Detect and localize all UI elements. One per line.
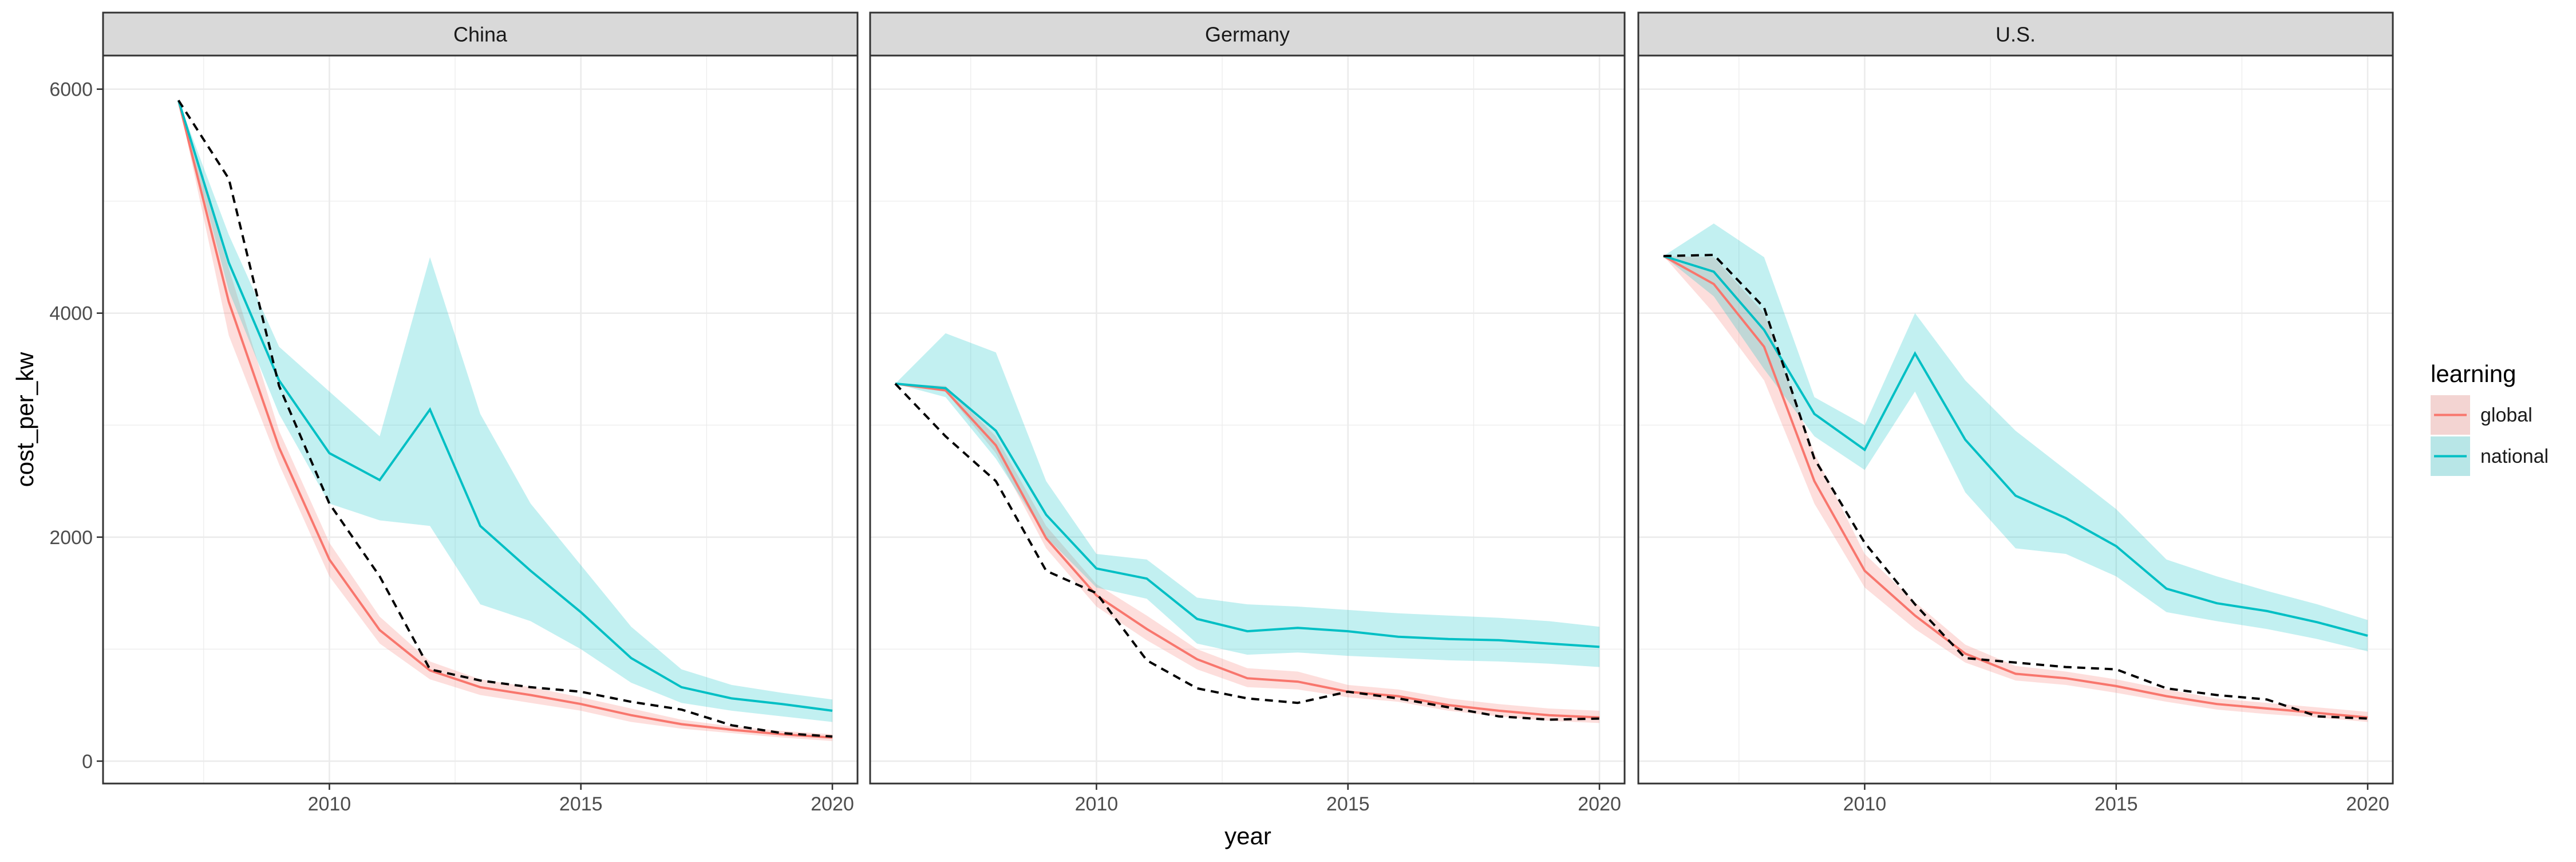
x-tick-label: 2010 [308,793,351,815]
ribbon-national [178,100,833,722]
legend-label: global [2480,404,2532,426]
facet-strip-label: Germany [1205,23,1290,46]
facet-strip-label: China [453,23,508,46]
legend-title: learning [2431,360,2516,387]
x-tick-label: 2015 [1326,793,1370,815]
line-observed [1663,254,2368,720]
line-national [1663,255,2368,637]
y-tick-label: 6000 [49,79,93,101]
panel-u-s: U.S. 2010 2015 2020 [1637,11,2394,815]
panel-background [870,56,1625,784]
line-observed [894,383,1600,721]
x-tick-label: 2015 [559,793,603,815]
panel-background [103,56,858,784]
x-tick-label: 2020 [1578,793,1621,815]
line-observed [177,100,833,738]
legend-label: national [2480,446,2549,467]
x-tick-label: 2015 [2095,793,2138,815]
ribbon-global [178,100,833,741]
facet-strip [1637,11,2394,57]
y-axis-title: cost_per_kw [11,352,38,487]
x-tick-label: 2010 [1843,793,1887,815]
ribbon-global [1663,256,2368,722]
y-tick-label: 4000 [49,303,93,325]
y-tick-label: 2000 [49,527,93,549]
panel-germany: Germany 2010 2015 2020 [869,11,1626,815]
line-global [1662,255,2368,719]
line-global [895,382,1600,719]
facet-strip [102,11,859,57]
facet-strip-label: U.S. [1996,23,2036,46]
ribbon-national [1663,223,2368,652]
line-national [895,382,1600,648]
y-tick-label: 0 [82,751,93,773]
x-tick-label: 2020 [2346,793,2389,815]
panel-china: China 2010 2015 2020 0 2000 4000 6000 [49,11,859,815]
legend: learning global national [2431,360,2549,476]
x-axis-title: year [1224,822,1271,849]
x-tick-label: 2020 [811,793,854,815]
line-global [177,100,833,739]
x-tick-label: 2010 [1075,793,1119,815]
facet-strip [869,11,1626,57]
line-national [177,100,833,712]
